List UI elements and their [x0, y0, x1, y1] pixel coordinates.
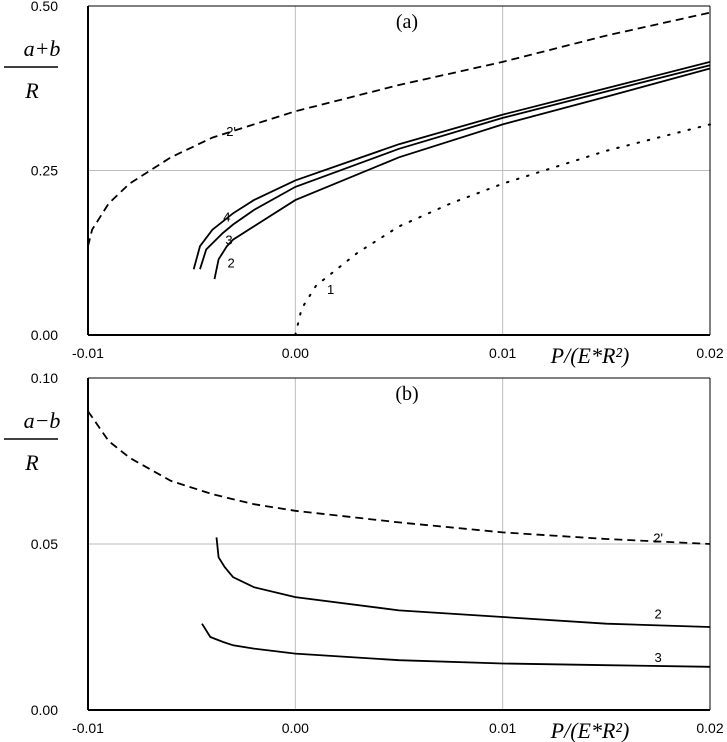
- series-line-2: [213, 67, 711, 280]
- series-label: 2': [653, 530, 663, 545]
- series-line-3: [201, 623, 711, 668]
- y-label-numerator: a+b: [24, 36, 61, 61]
- series-line-2: [215, 537, 711, 628]
- x-tick-label: 0.02: [696, 720, 723, 736]
- panel-title: (a): [396, 11, 418, 33]
- y-tick-label: 0.50: [31, 0, 58, 14]
- x-axis-label: P/(E*R²): [550, 343, 630, 368]
- x-axis-label: P/(E*R²): [550, 718, 630, 742]
- x-tick-label: -0.01: [72, 345, 104, 361]
- y-tick-label: 0.00: [31, 327, 58, 343]
- y-tick-label: 0.05: [31, 536, 58, 552]
- series-line-2prime: [87, 11, 711, 247]
- series-label: 4: [223, 210, 230, 225]
- series-label: 1: [327, 282, 334, 297]
- y-tick-label: 0.00: [31, 702, 58, 718]
- x-tick-label: -0.01: [72, 720, 104, 736]
- series-label: 2: [655, 607, 662, 622]
- x-tick-label: 0.00: [282, 345, 309, 361]
- x-tick-label: 0.01: [489, 345, 516, 361]
- series-line-4: [192, 61, 711, 270]
- panel-b: -0.01 0.00 0.01 0.02 0.00 0.05 0.10 (b) a−b R P/(E…: [4, 370, 724, 742]
- x-tick-label: 0.00: [282, 720, 309, 736]
- series-label: 3: [655, 650, 662, 665]
- y-label-denominator: R: [24, 450, 39, 475]
- x-tick-label: 0.01: [489, 720, 516, 736]
- x-tick-label: 0.02: [696, 345, 723, 361]
- series-label: 2': [226, 124, 236, 139]
- series-line-3: [199, 64, 711, 270]
- y-label-denominator: R: [24, 78, 39, 103]
- series-label: 3: [225, 233, 232, 248]
- series-label: 2: [227, 256, 234, 271]
- y-tick-label: 0.10: [31, 370, 58, 386]
- series-line-2prime: [87, 410, 711, 545]
- y-tick-label: 0.25: [31, 163, 58, 179]
- panel-title: (b): [395, 383, 418, 405]
- y-label-numerator: a−b: [24, 408, 61, 433]
- panel-a: -0.01 0.00 0.01 0.02 0.00 0.25 0.50 (a) a+b R P/(E…: [4, 0, 724, 368]
